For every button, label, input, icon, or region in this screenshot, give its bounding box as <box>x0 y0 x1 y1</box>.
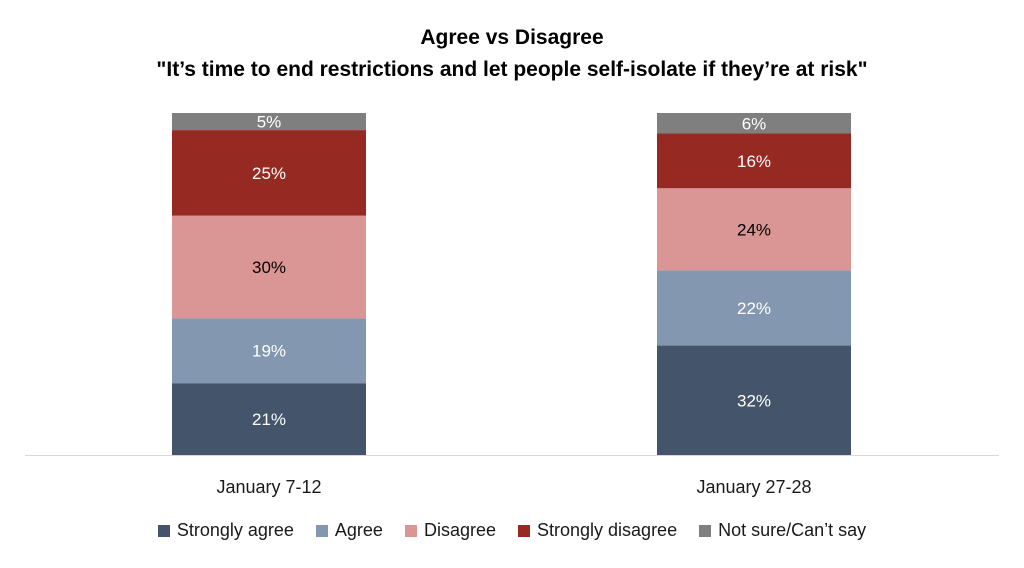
bar-segment <box>172 383 366 455</box>
legend-swatch <box>404 524 417 537</box>
data-label: 6% <box>742 114 767 133</box>
bar-segment <box>657 188 851 271</box>
bar-segment <box>172 318 366 384</box>
legend-label: Strongly agree <box>176 520 294 540</box>
chart-subtitle: "It’s time to end restrictions and let p… <box>156 58 868 81</box>
legend-label: Agree <box>334 520 383 540</box>
x-tick-label: January 7-12 <box>216 477 321 497</box>
data-label: 25% <box>252 164 286 183</box>
data-label: 22% <box>737 299 771 318</box>
legend-item: Strongly agree <box>157 520 294 541</box>
bar-segment <box>657 113 851 134</box>
data-label: 30% <box>252 258 286 277</box>
legend-label: Disagree <box>423 520 496 540</box>
x-tick-label: January 27-28 <box>696 477 811 497</box>
legend-swatch <box>315 524 328 537</box>
bar-segment <box>657 270 851 346</box>
data-label: 24% <box>737 220 771 239</box>
legend-item: Disagree <box>404 520 496 541</box>
bar-segment <box>172 113 366 131</box>
legend-swatch <box>699 524 712 537</box>
chart-title: Agree vs Disagree <box>420 26 604 49</box>
legend-swatch <box>157 524 170 537</box>
bar-segment <box>172 215 366 319</box>
legend: Strongly agree Agree Disagree Strongly disa… <box>0 520 1024 541</box>
data-label: 21% <box>252 410 286 429</box>
legend-item: Agree <box>315 520 383 541</box>
bar-segment <box>172 130 366 216</box>
legend-label: Strongly disagree <box>537 520 678 540</box>
legend-label: Not sure/Can’t say <box>718 520 867 540</box>
data-label: 19% <box>252 342 286 361</box>
legend-swatch <box>518 524 530 537</box>
legend-item: Not sure/Can’t say <box>699 520 866 541</box>
bar-segment <box>657 345 851 455</box>
legend-item: Strongly disagree <box>518 520 677 541</box>
data-label: 32% <box>737 391 771 410</box>
data-label: 5% <box>257 113 282 132</box>
bar-segment <box>657 133 851 189</box>
data-label: 16% <box>737 152 771 171</box>
